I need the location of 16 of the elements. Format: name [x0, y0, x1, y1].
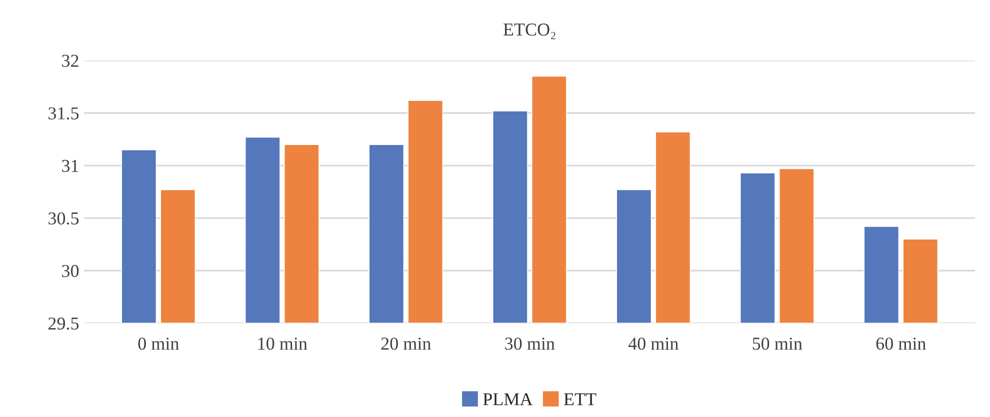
y-tick-label: 32 — [62, 54, 78, 67]
x-tick-label: 40 min — [628, 338, 678, 350]
x-tick-label: 20 min — [381, 338, 431, 350]
y-tick-label: 30 — [62, 264, 79, 278]
legend-label: PLMA — [483, 393, 533, 406]
chart-title: ETCO₂ — [503, 24, 556, 40]
x-tick-label: 60 min — [876, 338, 926, 350]
y-tick-label: 29.5 — [48, 317, 79, 330]
legend-label: ETT — [564, 393, 596, 406]
x-tick-label: 10 min — [258, 338, 308, 350]
x-tick-label: 50 min — [752, 338, 802, 350]
x-tick-label: 30 min — [505, 338, 555, 350]
y-tick-label: 31 — [62, 160, 78, 172]
y-tick-label: 31.5 — [48, 107, 79, 120]
y-tick-label: 30.5 — [48, 212, 79, 225]
x-tick-label: 0 min — [138, 338, 179, 350]
